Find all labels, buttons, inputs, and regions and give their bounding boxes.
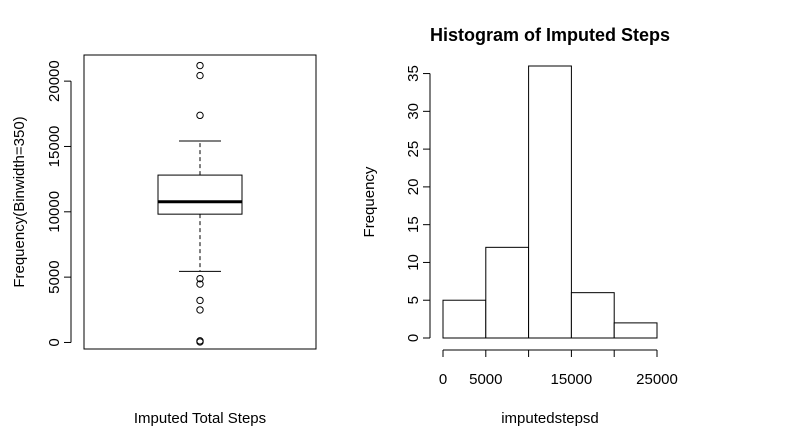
boxplot-outlier xyxy=(196,296,204,305)
histogram-y-tick-label: 35 xyxy=(405,65,422,82)
histogram-panel: Histogram of Imputed Steps 0 5000 15000 250… xyxy=(361,25,678,427)
histogram-bar xyxy=(570,292,615,339)
histogram-bar xyxy=(442,299,487,339)
histogram-y-axis: 0 5 10 15 20 25 30 35 xyxy=(405,65,431,342)
histogram-bar xyxy=(528,65,572,339)
boxplot-y-tick-label: 20000 xyxy=(46,60,63,102)
boxplot-y-tick-label: 15000 xyxy=(46,126,63,168)
boxplot-box xyxy=(157,174,243,215)
histogram-title: Histogram of Imputed Steps xyxy=(430,25,670,45)
histogram-y-tick-label: 25 xyxy=(405,141,422,158)
boxplot-plot-frame xyxy=(83,54,317,350)
boxplot-outlier xyxy=(196,61,204,70)
boxplot-outlier xyxy=(196,71,204,80)
boxplot-outlier xyxy=(196,306,204,314)
histogram-x-axis: 0 5000 15000 25000 xyxy=(439,349,678,388)
boxplot-panel: 0 5000 10000 15000 20000 Imputed Total Steps… xyxy=(11,54,317,427)
boxplot-outlier xyxy=(196,337,204,345)
histogram-x-tick-label: 25000 xyxy=(636,371,678,388)
histogram-x-tick-label: 5000 xyxy=(469,371,502,388)
boxplot-outlier xyxy=(196,111,204,120)
boxplot-outlier xyxy=(196,274,204,283)
boxplot-y-axis-label: Frequency(Binwidth=350) xyxy=(11,116,28,287)
histogram-bar xyxy=(485,246,530,339)
histogram-y-tick-label: 30 xyxy=(405,103,422,120)
histogram-x-tick-label: 15000 xyxy=(551,371,593,388)
histogram-bars xyxy=(442,65,658,339)
boxplot-body xyxy=(157,61,243,346)
boxplot-y-tick-label: 10000 xyxy=(46,191,63,233)
boxplot-y-axis: 0 5000 10000 15000 20000 xyxy=(46,60,72,347)
histogram-y-axis-label: Frequency xyxy=(361,166,378,237)
histogram-y-tick-label: 5 xyxy=(405,296,422,304)
boxplot-outlier xyxy=(196,280,204,288)
boxplot-x-axis-label: Imputed Total Steps xyxy=(134,410,266,427)
boxplot-y-tick-label: 5000 xyxy=(46,260,63,293)
histogram-y-tick-label: 15 xyxy=(405,216,422,233)
histogram-y-tick-label: 20 xyxy=(405,179,422,196)
histogram-y-tick-label: 0 xyxy=(405,334,422,342)
boxplot-y-tick-label: 0 xyxy=(46,338,63,346)
histogram-x-axis-label: imputedstepsd xyxy=(501,410,599,427)
histogram-x-tick-label: 0 xyxy=(439,371,447,388)
histogram-bar xyxy=(613,322,658,339)
histogram-y-tick-label: 10 xyxy=(405,254,422,271)
